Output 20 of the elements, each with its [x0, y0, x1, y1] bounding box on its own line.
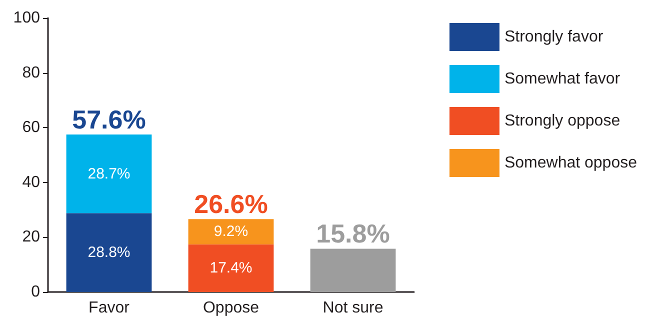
y-tick-label: 0	[31, 284, 40, 300]
data-label: 17.4%	[210, 260, 252, 277]
legend-label: Somewhat favor	[504, 70, 621, 88]
y-tick-label: 40	[22, 174, 40, 191]
data-label: 28.7%	[88, 165, 130, 182]
data-label: 28.8%	[88, 244, 130, 262]
y-tick-label: 80	[22, 64, 40, 82]
total-label: 26.6%	[194, 189, 268, 220]
legend-label: Strongly oppose	[504, 112, 620, 130]
total-label: 57.6%	[72, 104, 146, 134]
total-label: 15.8%	[316, 218, 390, 249]
x-tick-label: Favor	[88, 300, 130, 316]
data-label: 9.2%	[214, 223, 248, 240]
x-tick-label: Oppose	[202, 300, 260, 316]
x-tick-label: Not sure	[322, 300, 384, 316]
y-tick-label: 100	[13, 10, 40, 26]
y-tick-label: 60	[22, 119, 40, 136]
legend-label: Somewhat oppose	[504, 154, 638, 172]
legend-label: Strongly favor	[504, 28, 604, 46]
y-tick-label: 20	[22, 228, 40, 246]
